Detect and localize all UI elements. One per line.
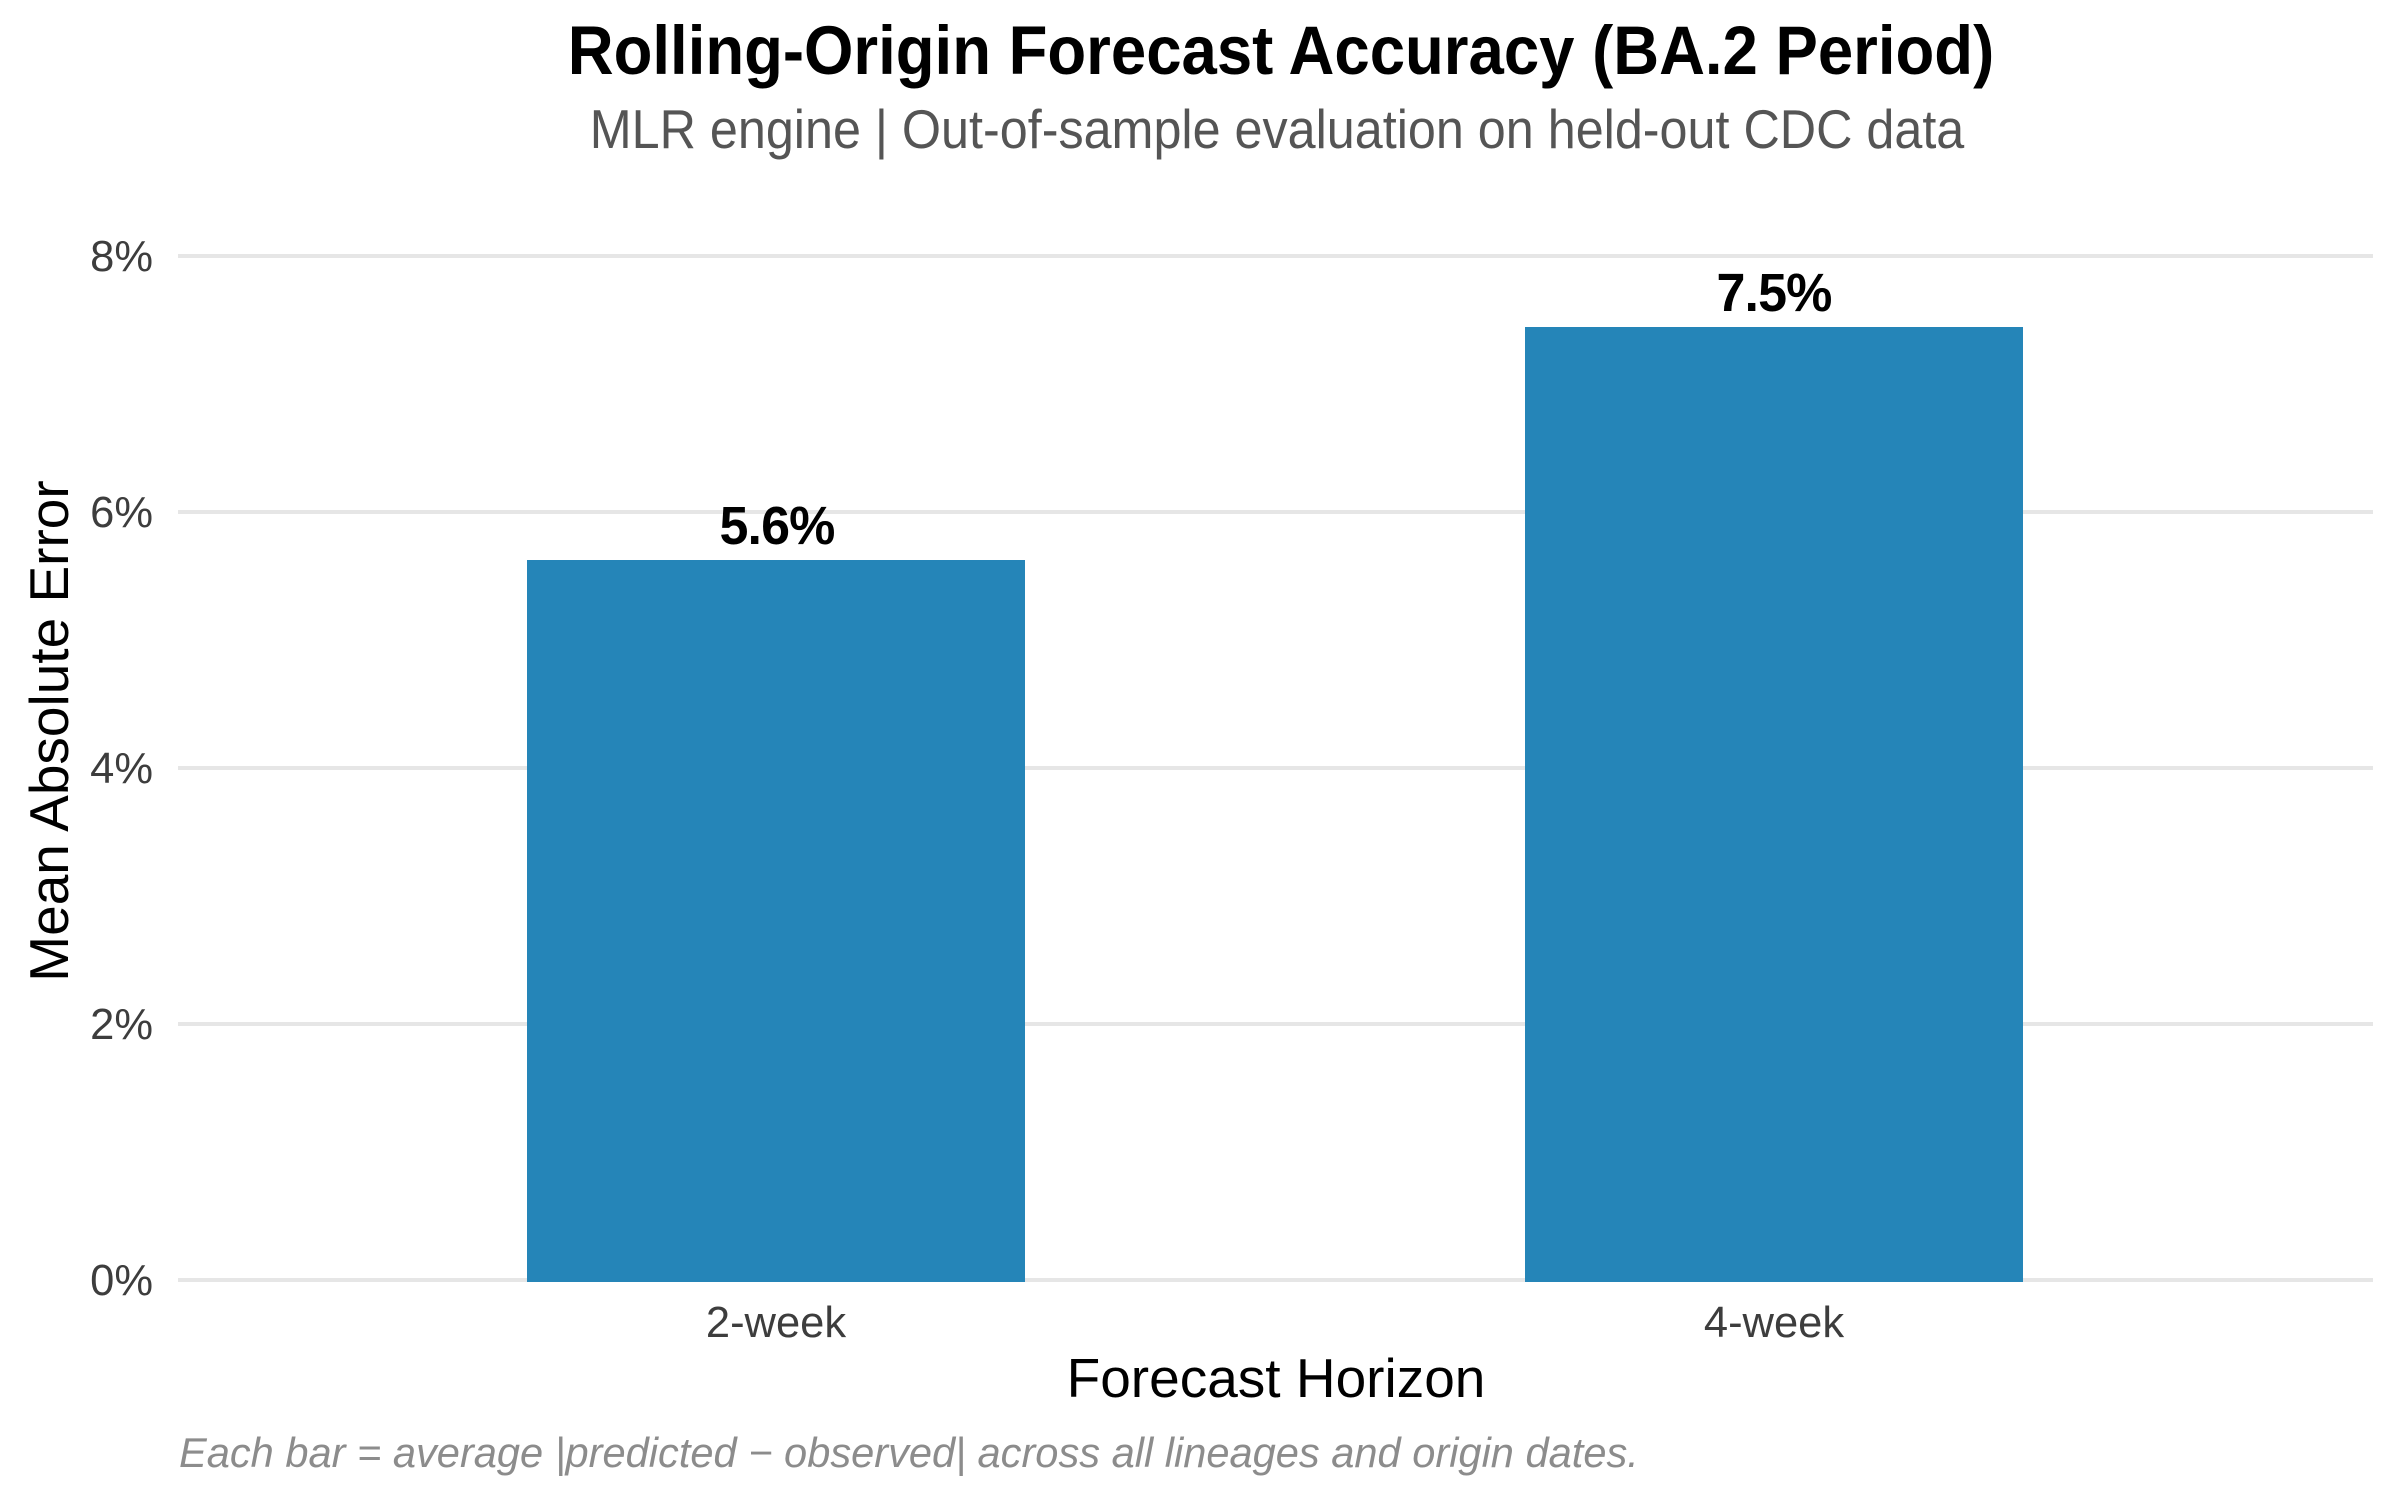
svg-text:7.5%: 7.5%: [1717, 263, 1832, 323]
svg-text:6%: 6%: [90, 489, 153, 537]
svg-text:2%: 2%: [90, 1001, 153, 1049]
svg-text:2-week: 2-week: [706, 1299, 846, 1347]
svg-text:Rolling-Origin Forecast Accura: Rolling-Origin Forecast Accuracy (BA.2 P…: [568, 13, 1994, 90]
svg-text:0%: 0%: [90, 1257, 153, 1305]
svg-text:4-week: 4-week: [1704, 1299, 1844, 1347]
svg-text:5.6%: 5.6%: [720, 496, 835, 556]
svg-text:4%: 4%: [90, 745, 153, 793]
svg-text:MLR engine | Out-of-sample eva: MLR engine | Out-of-sample evaluation on…: [590, 100, 1965, 160]
svg-text:Forecast Horizon: Forecast Horizon: [1067, 1347, 1486, 1409]
svg-text:Mean Absolute Error: Mean Absolute Error: [18, 480, 80, 981]
svg-text:8%: 8%: [90, 233, 153, 281]
svg-text:Each bar = average |predicted: Each bar = average |predicted − observed…: [179, 1429, 1639, 1477]
